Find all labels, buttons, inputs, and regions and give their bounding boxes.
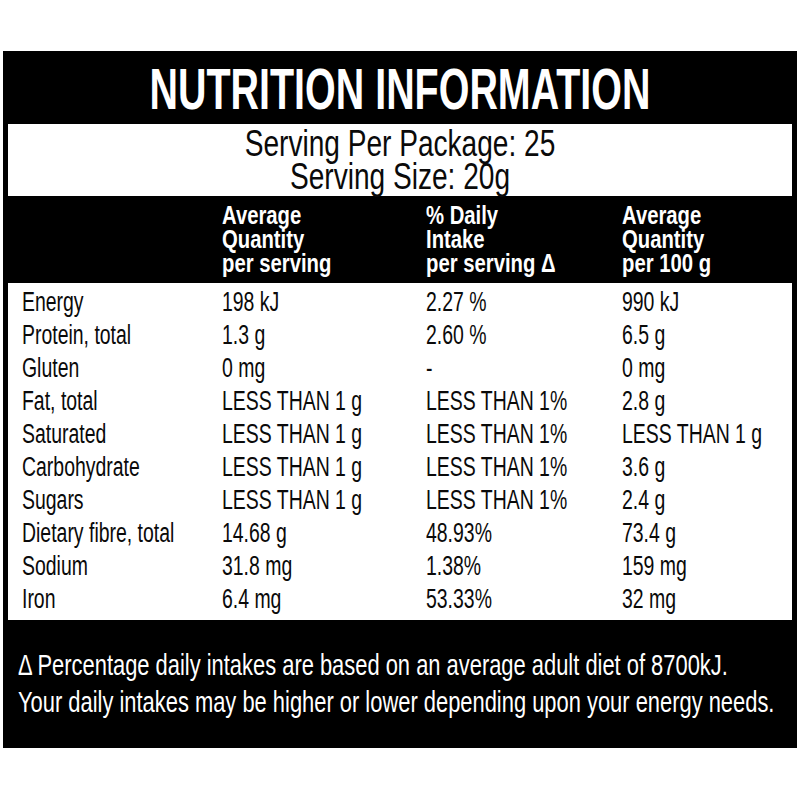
value-per-serving: 14.68 g <box>222 518 369 549</box>
value-per-100g: 73.4 g <box>622 518 744 549</box>
table-row-gluten: Gluten 0 mg - 0 mg <box>8 352 792 385</box>
table-row-carbohydrate: Carbohydrate LESS THAN 1 g LESS THAN 1% … <box>8 451 792 484</box>
table-row-iron: Iron 6.4 mg 53.33% 32 mg <box>8 583 792 616</box>
value-per-100g: 3.6 g <box>622 452 744 483</box>
value-per-serving: LESS THAN 1 g <box>222 485 369 516</box>
value-per-serving: 1.3 g <box>222 320 369 351</box>
value-per-100g: 32 mg <box>622 584 744 615</box>
table-row-fat: Fat, total LESS THAN 1 g LESS THAN 1% 2.… <box>8 385 792 418</box>
value-per-100g: 0 mg <box>622 353 744 384</box>
table-row-protein: Protein, total 1.3 g 2.60 % 6.5 g <box>8 319 792 352</box>
nutrient-name: Iron <box>22 584 166 615</box>
value-per-serving: 31.8 mg <box>222 551 369 582</box>
table-row-saturated: Saturated LESS THAN 1 g LESS THAN 1% LES… <box>8 418 792 451</box>
nutrient-name: Sodium <box>22 551 166 582</box>
value-daily-intake: 2.60 % <box>426 320 567 351</box>
value-daily-intake: 1.38% <box>426 551 567 582</box>
nutrition-label-page: NUTRITION INFORMATION Serving Per Packag… <box>0 0 800 800</box>
value-per-serving: LESS THAN 1 g <box>222 452 369 483</box>
value-per-100g: 2.8 g <box>622 386 744 417</box>
nutrient-name: Protein, total <box>22 320 166 351</box>
nutrient-name: Saturated <box>22 419 166 450</box>
nutrient-name: Gluten <box>22 353 166 384</box>
nutrient-name: Energy <box>22 287 166 318</box>
nutrient-name: Sugars <box>22 485 166 516</box>
value-daily-intake: LESS THAN 1% <box>426 419 567 450</box>
column-header-per-100g: Average Quantity per 100 g <box>622 203 736 275</box>
serving-size: Serving Size: 20g <box>94 160 706 193</box>
value-daily-intake: - <box>426 353 567 384</box>
column-header-daily-intake: % Daily Intake per serving Δ <box>426 203 592 275</box>
nutrition-panel: NUTRITION INFORMATION Serving Per Packag… <box>3 51 797 748</box>
value-daily-intake: 53.33% <box>426 584 567 615</box>
nutrient-name: Fat, total <box>22 386 166 417</box>
value-daily-intake: LESS THAN 1% <box>426 386 567 417</box>
value-per-100g: 6.5 g <box>622 320 744 351</box>
nutrient-name: Carbohydrate <box>22 452 166 483</box>
nutrient-name: Dietary fibre, total <box>22 518 166 549</box>
value-per-serving: LESS THAN 1 g <box>222 419 369 450</box>
column-header-line: per 100 g <box>622 251 711 275</box>
footnote-line-1: Δ Percentage daily intakes are based on … <box>18 646 579 683</box>
value-per-serving: 6.4 mg <box>222 584 369 615</box>
value-per-100g: 2.4 g <box>622 485 744 516</box>
value-daily-intake: 2.27 % <box>426 287 567 318</box>
column-header-band: Average Quantity per serving % Daily Int… <box>3 196 797 283</box>
daily-intake-footnote: Δ Percentage daily intakes are based on … <box>3 620 797 720</box>
value-per-100g: 159 mg <box>622 551 744 582</box>
table-row-sodium: Sodium 31.8 mg 1.38% 159 mg <box>8 550 792 583</box>
column-header-line: per serving Δ <box>426 251 556 275</box>
column-header-line: per serving <box>222 251 331 275</box>
value-per-100g: 990 kJ <box>622 287 744 318</box>
value-per-100g: LESS THAN 1 g <box>622 419 762 450</box>
nutrient-table: Energy 198 kJ 2.27 % 990 kJ Protein, tot… <box>8 283 792 620</box>
footnote-line-2: Your daily intakes may be higher or lowe… <box>18 683 579 720</box>
column-header-per-serving: Average Quantity per serving <box>222 203 362 275</box>
value-daily-intake: 48.93% <box>426 518 567 549</box>
value-daily-intake: LESS THAN 1% <box>426 485 567 516</box>
value-daily-intake: LESS THAN 1% <box>426 452 567 483</box>
table-row-energy: Energy 198 kJ 2.27 % 990 kJ <box>8 286 792 319</box>
value-per-serving: 198 kJ <box>222 287 369 318</box>
table-row-sugars: Sugars LESS THAN 1 g LESS THAN 1% 2.4 g <box>8 484 792 517</box>
serving-info-box: Serving Per Package: 25 Serving Size: 20… <box>8 124 792 196</box>
table-row-dietary-fibre: Dietary fibre, total 14.68 g 48.93% 73.4… <box>8 517 792 550</box>
value-per-serving: LESS THAN 1 g <box>222 386 369 417</box>
value-per-serving: 0 mg <box>222 353 369 384</box>
panel-title: NUTRITION INFORMATION <box>130 51 670 124</box>
